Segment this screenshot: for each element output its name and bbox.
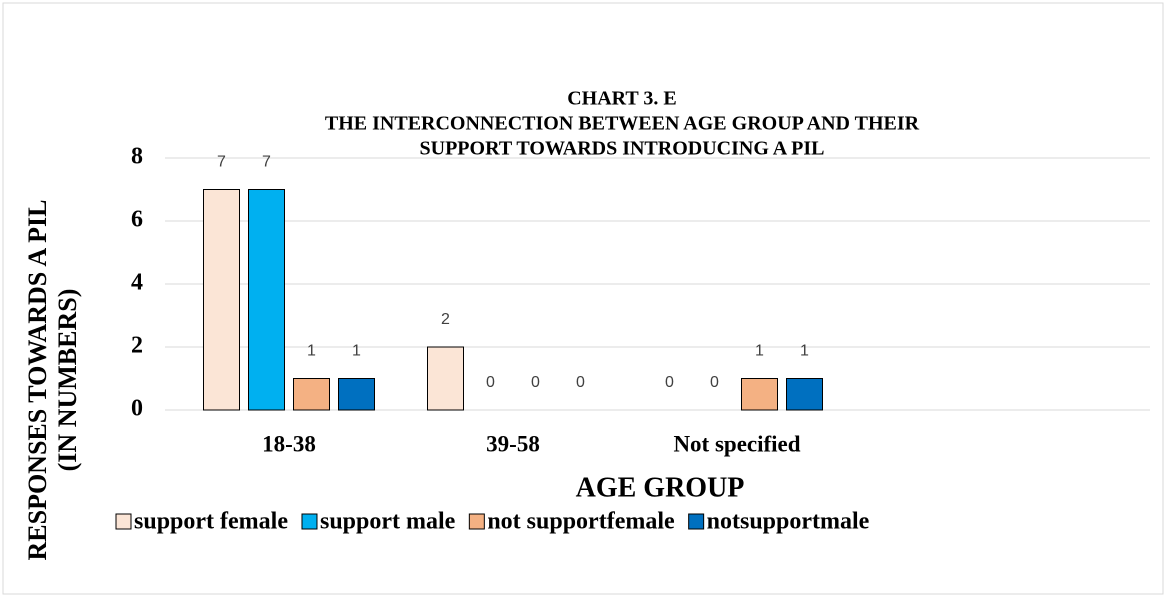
legend-label: support female (134, 509, 288, 535)
y-axis-label: RESPONSES TOWARDS A PIL (23, 199, 52, 560)
bar (427, 346, 464, 411)
data-label: 2 (441, 311, 450, 328)
data-label: 0 (531, 374, 540, 391)
bar (741, 378, 778, 411)
legend-label: not supportfemale (487, 509, 675, 535)
x-axis-label: AGE GROUP (576, 472, 745, 503)
bar (786, 378, 823, 411)
y-tick-label: 8 (131, 144, 143, 170)
data-label: 1 (352, 343, 361, 360)
data-label: 7 (262, 154, 271, 171)
chart-title: THE INTERCONNECTION BETWEEN AGE GROUP AN… (325, 113, 920, 135)
chart-title: CHART 3. E (567, 88, 677, 110)
bar (293, 378, 330, 411)
legend-marker (468, 513, 485, 530)
x-tick-label: 18-38 (262, 431, 316, 456)
data-label: 0 (576, 374, 585, 391)
y-tick-label: 0 (131, 396, 143, 422)
y-tick-label: 2 (131, 333, 143, 359)
bar (203, 189, 240, 411)
data-label: 0 (710, 374, 719, 391)
legend-marker (115, 513, 132, 530)
data-label: 0 (665, 374, 674, 391)
x-tick-label: Not specified (673, 431, 800, 456)
legend-marker (688, 513, 705, 530)
y-tick-label: 6 (131, 207, 143, 233)
data-label: 0 (486, 374, 495, 391)
bar (338, 378, 375, 411)
bar (248, 189, 285, 411)
legend-marker (301, 513, 318, 530)
data-label: 1 (755, 343, 764, 360)
data-label: 1 (800, 343, 809, 360)
legend-label: notsupportmale (707, 509, 870, 535)
x-tick-label: 39-58 (486, 431, 540, 456)
legend-label: support male (320, 509, 456, 535)
y-tick-label: 4 (131, 270, 143, 296)
y-axis-label: (IN NUMBERS) (53, 289, 82, 472)
chart-title: SUPPORT TOWARDS INTRODUCING A PIL (420, 138, 825, 160)
data-label: 1 (307, 343, 316, 360)
data-label: 7 (217, 154, 226, 171)
